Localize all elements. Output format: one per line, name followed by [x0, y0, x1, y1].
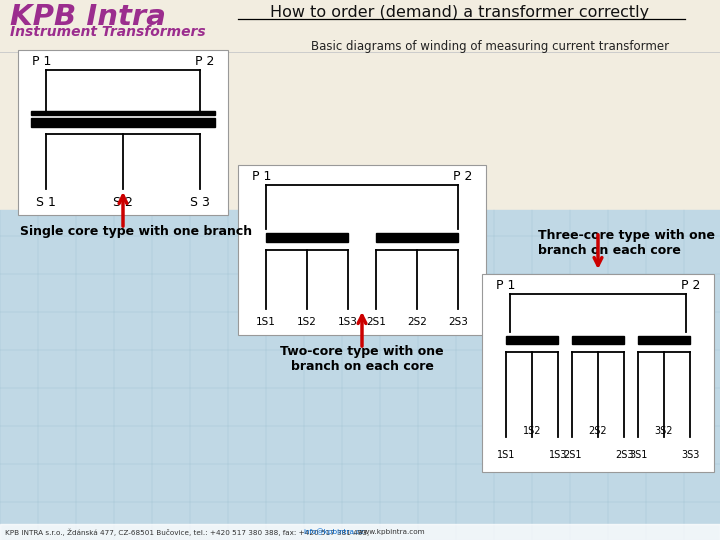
Text: S 2: S 2 — [113, 196, 133, 209]
Text: Single core type with one branch: Single core type with one branch — [20, 225, 252, 238]
Bar — [638, 336, 690, 344]
Text: 3S1: 3S1 — [629, 450, 647, 460]
Bar — [238, 165, 486, 335]
Bar — [0, 0, 720, 52]
Text: S 3: S 3 — [190, 196, 210, 209]
Bar — [376, 233, 458, 242]
Text: 1S3: 1S3 — [549, 450, 567, 460]
Text: Three-core type with one
branch on each core: Three-core type with one branch on each … — [538, 229, 715, 257]
Bar — [0, 524, 720, 540]
Text: P 1: P 1 — [496, 279, 516, 292]
Text: 1S2: 1S2 — [297, 317, 317, 327]
Text: 1S1: 1S1 — [497, 450, 516, 460]
Text: 2S3: 2S3 — [615, 450, 634, 460]
Bar — [482, 274, 714, 472]
Bar — [31, 118, 215, 127]
Text: P 2: P 2 — [680, 279, 700, 292]
Text: 1S3: 1S3 — [338, 317, 358, 327]
Text: P 1: P 1 — [32, 55, 51, 68]
Bar — [266, 233, 348, 242]
Bar — [0, 210, 720, 540]
Bar — [506, 336, 558, 344]
Text: Basic diagrams of winding of measuring current transformer: Basic diagrams of winding of measuring c… — [311, 40, 669, 53]
Text: How to order (demand) a transformer correctly: How to order (demand) a transformer corr… — [271, 5, 649, 20]
Text: P 1: P 1 — [252, 170, 271, 183]
Text: 3S2: 3S2 — [654, 426, 673, 436]
Text: KPB INTRA s.r.o., Ždánská 477, CZ-68501 Bučovice, tel.: +420 517 380 388, fax: +: KPB INTRA s.r.o., Ždánská 477, CZ-68501 … — [5, 528, 372, 536]
Text: P 2: P 2 — [194, 55, 214, 68]
Bar — [572, 336, 624, 344]
Text: 3S3: 3S3 — [681, 450, 699, 460]
Text: , www.kpbintra.com: , www.kpbintra.com — [353, 529, 425, 535]
Bar — [18, 50, 228, 215]
Text: 2S3: 2S3 — [448, 317, 468, 327]
Text: KPB Intra: KPB Intra — [10, 3, 166, 31]
Text: 1S2: 1S2 — [523, 426, 541, 436]
Text: Instrument Transformers: Instrument Transformers — [10, 25, 206, 39]
Text: 2S1: 2S1 — [563, 450, 581, 460]
Text: S 1: S 1 — [36, 196, 56, 209]
Text: info@kpbintra.cz: info@kpbintra.cz — [304, 529, 364, 535]
Text: 2S2: 2S2 — [589, 426, 607, 436]
Text: P 2: P 2 — [453, 170, 472, 183]
Bar — [31, 111, 215, 115]
Text: 1S1: 1S1 — [256, 317, 276, 327]
Text: 2S1: 2S1 — [366, 317, 386, 327]
Text: 2S2: 2S2 — [407, 317, 427, 327]
Text: Two-core type with one
branch on each core: Two-core type with one branch on each co… — [280, 345, 444, 373]
